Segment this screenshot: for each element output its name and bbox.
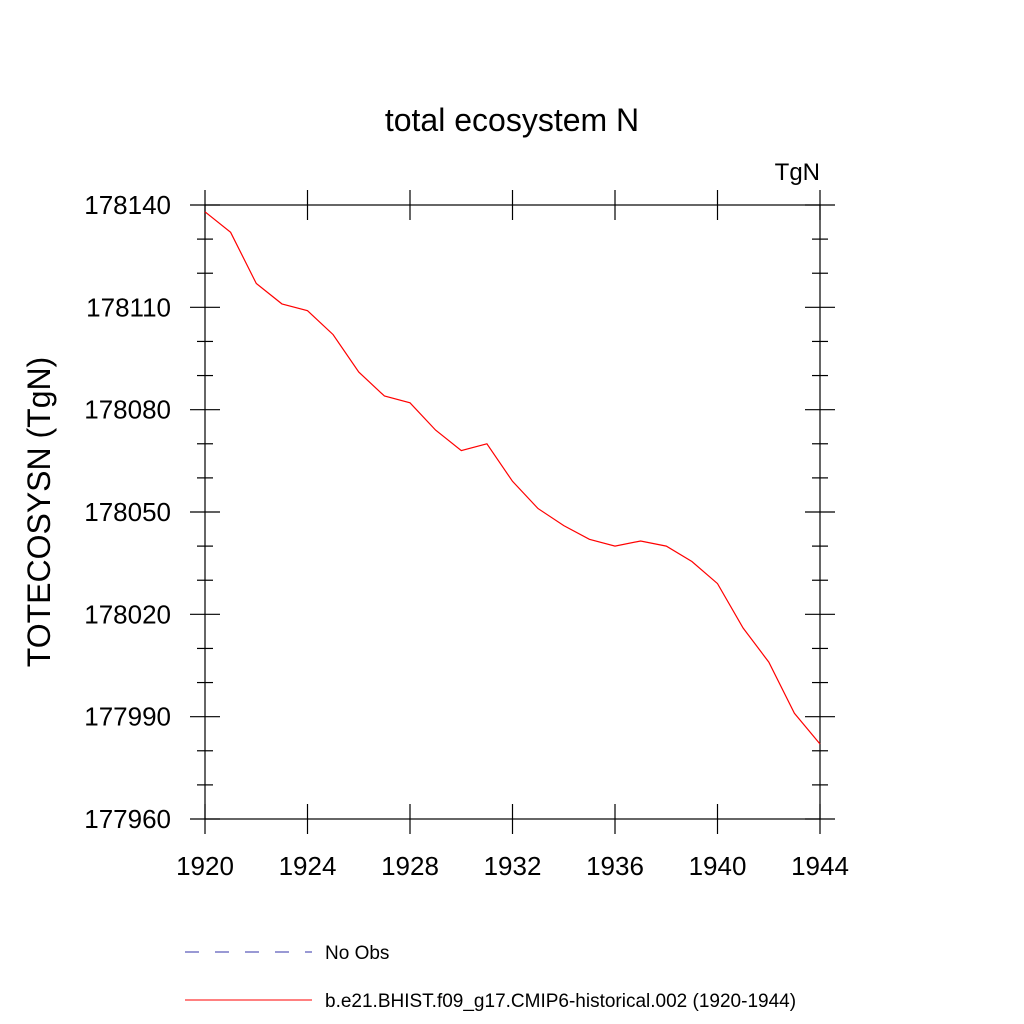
x-tick-label: 1928 xyxy=(381,851,439,881)
y-tick-label: 178080 xyxy=(84,395,171,425)
y-tick-label: 178140 xyxy=(84,190,171,220)
legend: No Obs b.e21.BHIST.f09_g17.CMIP6-historic… xyxy=(185,943,796,1012)
y-tick-label: 178110 xyxy=(86,292,171,322)
x-tick-label: 1924 xyxy=(279,851,337,881)
y-axis-label: TOTECOSYSN (TgN) xyxy=(21,357,57,668)
y-tick-label: 177990 xyxy=(84,702,171,732)
x-tick-label: 1944 xyxy=(791,851,849,881)
axis-tick-labels: 1920 1924 1928 1932 1936 1940 1944 177960 177990… xyxy=(84,190,849,881)
x-tick-label: 1932 xyxy=(484,851,542,881)
axis-ticks xyxy=(190,190,835,834)
series-line-0 xyxy=(204,211,821,745)
legend-label: No Obs xyxy=(325,943,389,964)
y-tick-label: 178050 xyxy=(84,497,171,527)
x-tick-label: 1940 xyxy=(689,851,747,881)
legend-label: b.e21.BHIST.f09_g17.CMIP6-historical.002… xyxy=(325,991,796,1012)
x-tick-label: 1920 xyxy=(176,851,234,881)
series-layer xyxy=(204,211,821,745)
chart-title: total ecosystem N xyxy=(385,102,639,138)
plot-frame xyxy=(204,204,821,820)
y-tick-label: 177960 xyxy=(84,804,171,834)
units-label: TgN xyxy=(775,159,820,186)
y-tick-label: 178020 xyxy=(84,599,171,629)
x-tick-label: 1936 xyxy=(586,851,644,881)
